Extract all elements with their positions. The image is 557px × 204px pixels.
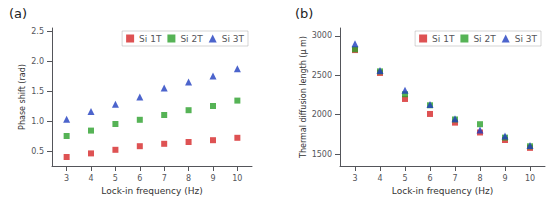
svg-text:2000: 2000 [312,110,332,119]
svg-text:5: 5 [113,174,118,183]
svg-text:9: 9 [502,174,507,183]
svg-text:1.0: 1.0 [31,117,44,126]
svg-text:1500: 1500 [312,150,332,159]
svg-text:3: 3 [64,174,69,183]
svg-text:2.0: 2.0 [31,57,44,66]
svg-text:Si 3T: Si 3T [515,34,538,44]
svg-text:8: 8 [477,174,482,183]
svg-text:Si 2T: Si 2T [180,34,203,44]
svg-text:1.5: 1.5 [31,87,44,96]
svg-text:10: 10 [525,174,535,183]
svg-text:(a): (a) [9,6,27,21]
svg-text:3000: 3000 [312,31,332,40]
svg-text:5: 5 [402,174,407,183]
svg-text:4: 4 [88,174,93,183]
svg-text:2500: 2500 [312,71,332,80]
svg-text:7: 7 [162,174,167,183]
svg-text:Si 1T: Si 1T [139,34,162,44]
svg-text:(b): (b) [295,6,313,21]
svg-text:4: 4 [377,174,382,183]
svg-text:Thermal diffusion length (μ m): Thermal diffusion length (μ m) [299,36,308,159]
svg-text:Si 2T: Si 2T [473,34,496,44]
svg-text:6: 6 [137,174,142,183]
svg-text:10: 10 [232,174,242,183]
svg-text:9: 9 [210,174,215,183]
svg-text:Si 3T: Si 3T [222,34,245,44]
svg-text:2.5: 2.5 [31,27,44,36]
svg-text:Phase shift (rad): Phase shift (rad) [18,64,27,130]
svg-text:Lock-in frequency (Hz): Lock-in frequency (Hz) [392,186,493,196]
svg-text:6: 6 [427,174,432,183]
svg-text:0.5: 0.5 [31,147,44,156]
svg-text:3: 3 [352,174,357,183]
svg-text:Si 1T: Si 1T [432,34,455,44]
svg-text:7: 7 [452,174,457,183]
svg-text:Lock-in frequency (Hz): Lock-in frequency (Hz) [101,186,202,196]
svg-text:8: 8 [186,174,191,183]
